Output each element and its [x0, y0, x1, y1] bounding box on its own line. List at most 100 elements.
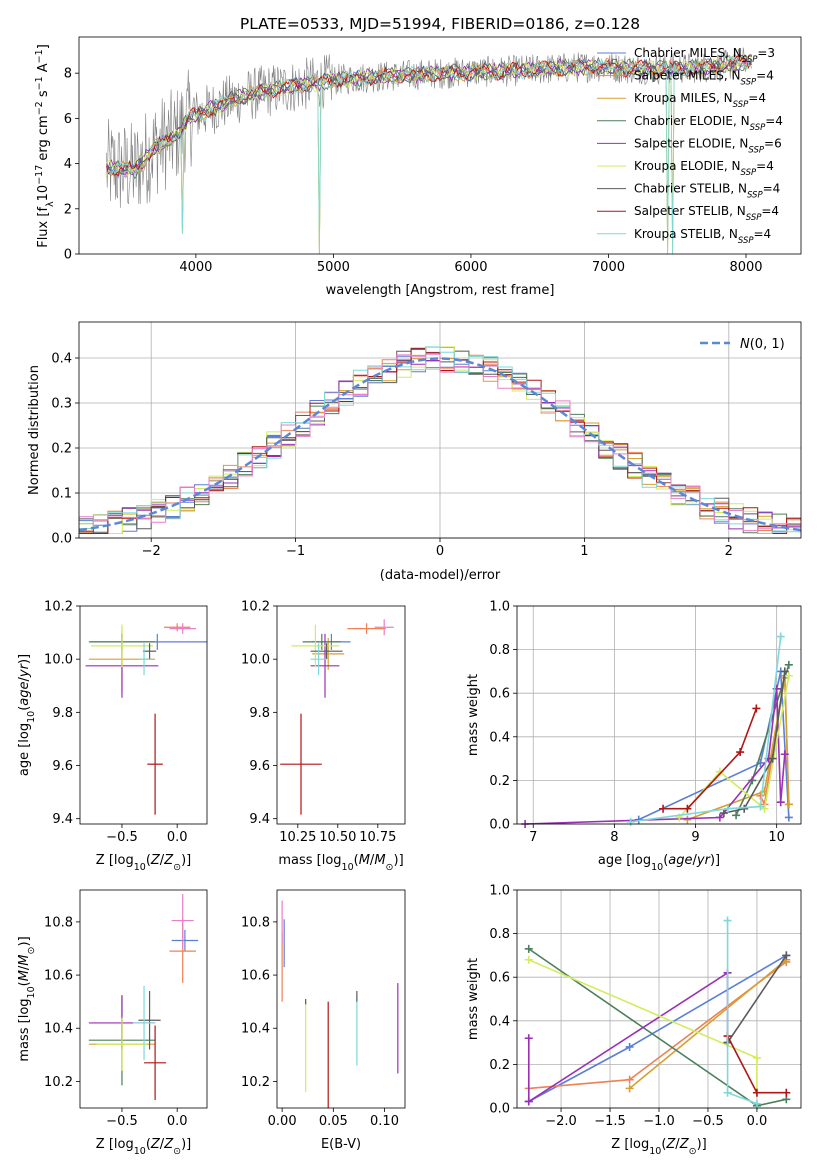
x-tick-label: 7 [529, 830, 537, 845]
y-tick-label: 0.4 [489, 730, 510, 745]
axes-frame [79, 889, 208, 1109]
axes-frame [78, 321, 802, 539]
errorbar-point [144, 1025, 167, 1101]
errorbar-point [147, 713, 163, 815]
normal-legend-label: N(0, 1) [740, 337, 785, 352]
errorbar-point [169, 623, 196, 634]
axes-frame [78, 36, 802, 255]
errorbar-point [91, 624, 153, 668]
weight-series-line [663, 708, 758, 810]
y-tick-label: 0.0 [51, 532, 72, 547]
spectrum-xlabel: wavelength [Angstrom, rest frame] [326, 283, 555, 298]
axes-frame [79, 605, 208, 825]
weight-point-marker [736, 748, 745, 757]
x-tick-label: −0.5 [106, 830, 138, 845]
x-tick-label: 1 [580, 544, 588, 559]
y-tick-label: 9.6 [52, 759, 73, 774]
weight-series-line [687, 677, 790, 821]
y-tick-label: 9.4 [249, 812, 270, 827]
legend-entry: Salpeter STELIB, NSSP=4 [634, 204, 779, 223]
errorbar-point [138, 643, 150, 676]
weight-series-line [726, 954, 787, 1044]
x-tick-label: 6000 [454, 260, 487, 275]
weight-point-marker [752, 1053, 761, 1062]
y-tick-label: 0.6 [489, 687, 510, 702]
spectrum-legend: Chabrier MILES, NSSP=3 Salpeter MILES, NS… [597, 46, 783, 246]
weight_vs_Z-xlabel: Z [log10(Z/Z⊙)] [611, 1137, 706, 1157]
figure-title: PLATE=0533, MJD=51994, FIBERID=0186, z=0… [240, 15, 640, 33]
weight-point-marker [723, 1088, 732, 1097]
age_vs_Z-ylabel: age [log10(age/yr)] [17, 654, 37, 776]
y-tick-label: 10.4 [44, 1022, 73, 1037]
model-spectrum-line [106, 53, 753, 254]
axes-frame [516, 605, 802, 825]
y-tick-label: 0.2 [489, 774, 510, 789]
y-tick-label: 8 [64, 67, 72, 82]
x-tick-label: −0.5 [692, 1114, 724, 1129]
weight-point-marker [760, 804, 769, 813]
model-spectrum-line [106, 54, 753, 177]
errorbar-point [310, 643, 327, 676]
errorbar-point [142, 643, 157, 660]
mass_vs_Z-xlabel: Z [log10(Z/Z⊙)] [96, 1137, 191, 1157]
y-tick-label: 2 [64, 202, 72, 217]
x-tick-label: −1.5 [594, 1114, 626, 1129]
x-tick-label: 0.0 [167, 1114, 188, 1129]
x-tick-label: 5000 [317, 260, 350, 275]
y-tick-label: 9.8 [52, 706, 73, 721]
y-tick-label: 0.0 [489, 818, 510, 833]
x-tick-label: −2 [142, 544, 161, 559]
mass_vs_Z-axes: −0.5 0.0 10.2 10.4 10.6 10.8 [44, 915, 187, 1129]
x-tick-label: 8 [610, 830, 618, 845]
legend-entry: Salpeter ELODIE, NSSP=6 [634, 136, 782, 155]
y-tick-label: 0.1 [51, 487, 72, 502]
mass_vs_ebv-xlabel: E(B-V) [321, 1137, 361, 1152]
weight-series-line [723, 671, 786, 814]
y-tick-label: 0.8 [489, 927, 510, 942]
x-tick-label: 0.10 [370, 1114, 399, 1129]
normal-curve [78, 357, 802, 532]
legend-entry: Kroupa MILES, NSSP=4 [634, 91, 766, 110]
weight-series-line [525, 688, 786, 825]
weight-point-marker [756, 802, 765, 811]
x-tick-label: −1.0 [643, 1114, 675, 1129]
errorbar-point [171, 929, 199, 952]
y-tick-label: 10.2 [44, 600, 73, 615]
y-tick-label: 6 [64, 112, 72, 127]
weight-point-marker [784, 800, 793, 809]
weight-series-line [630, 636, 782, 823]
errorbar-point [133, 985, 156, 1061]
weight_vs_Z-ylabel: mass weight [466, 958, 481, 1040]
weight-point-marker [752, 1088, 761, 1097]
weight-point-marker [752, 704, 761, 713]
x-tick-label: 0.0 [747, 1114, 768, 1129]
residual-histogram-step [79, 353, 801, 534]
weight-point-marker [524, 1034, 533, 1043]
mass_vs_ebv-axes: 0.00 0.05 0.10 10.2 10.4 10.6 10.8 [241, 915, 399, 1129]
errorbar-point [171, 893, 194, 948]
weight-point-marker [776, 798, 785, 807]
legend-entry: Kroupa STELIB, NSSP=4 [634, 227, 771, 246]
x-tick-label: −1 [286, 544, 305, 559]
y-tick-label: 0.6 [489, 971, 510, 986]
legend-entry: Chabrier ELODIE, NSSP=4 [634, 114, 783, 133]
x-tick-label: 2 [725, 544, 733, 559]
weight-point-marker [782, 1088, 791, 1097]
legend-entry: Chabrier STELIB, NSSP=4 [634, 182, 780, 201]
x-tick-label: 10.25 [279, 830, 316, 845]
y-tick-label: 9.4 [52, 812, 73, 827]
weight-point-marker [715, 813, 724, 822]
y-tick-label: 10.0 [44, 653, 73, 668]
weight-point-marker [524, 955, 533, 964]
x-tick-label: 10.75 [359, 830, 396, 845]
weight-series-line [629, 959, 787, 1090]
weight-point-marker [784, 813, 793, 822]
hist-xlabel: (data-model)/error [380, 568, 501, 583]
errorbar-point [310, 643, 343, 660]
y-tick-label: 10.6 [44, 969, 73, 984]
age_vs_Z-xlabel: Z [log10(Z/Z⊙)] [96, 853, 191, 873]
y-tick-label: 10.8 [44, 915, 73, 930]
x-tick-label: 4000 [179, 260, 212, 275]
y-tick-label: 10.2 [241, 1075, 270, 1090]
weight-point-marker [524, 1097, 533, 1106]
